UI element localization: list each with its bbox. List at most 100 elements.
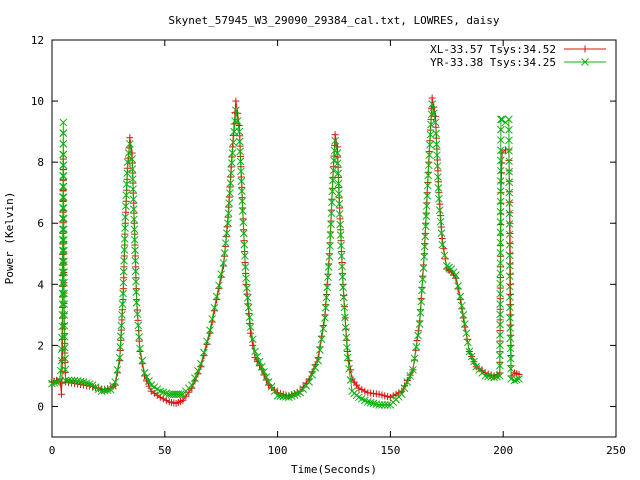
marker-stroke (60, 268, 68, 276)
marker-stroke (145, 377, 153, 385)
marker-stroke (496, 310, 504, 319)
data-point (217, 270, 226, 278)
marker-stroke (123, 158, 132, 167)
marker-stroke (131, 256, 140, 265)
plot-frame (51, 39, 617, 438)
data-point (333, 159, 342, 168)
marker-stroke (459, 310, 468, 319)
data-point (457, 301, 466, 310)
marker-stroke (128, 175, 137, 184)
marker-stroke (120, 245, 129, 254)
marker-stroke (61, 343, 69, 352)
marker-stroke (159, 388, 168, 397)
data-point (505, 240, 514, 249)
marker-stroke (505, 167, 513, 176)
marker-stroke (505, 209, 514, 218)
marker-stroke (421, 222, 430, 231)
data-point (432, 129, 440, 138)
data-point (58, 289, 67, 298)
marker-stroke (244, 303, 253, 312)
marker-stroke (58, 300, 67, 309)
marker-stroke (420, 252, 429, 261)
data-point (434, 173, 442, 181)
data-point (118, 300, 127, 309)
marker-stroke (121, 224, 129, 232)
marker-stroke (58, 214, 67, 223)
marker-stroke (200, 348, 208, 357)
marker-stroke (245, 313, 254, 322)
data-point (416, 308, 425, 317)
data-point (59, 193, 68, 202)
marker-stroke (445, 263, 453, 272)
data-point (323, 283, 332, 292)
data-point (366, 398, 375, 407)
marker-stroke (325, 252, 334, 261)
marker-stroke (339, 293, 348, 302)
legend: XL-33.57 Tsys:34.52 YR-33.38 Tsys:34.25 (430, 43, 606, 69)
marker-stroke (462, 329, 471, 338)
data-point (423, 191, 432, 200)
marker-stroke (496, 331, 504, 339)
marker-stroke (121, 202, 130, 210)
marker-stroke (97, 387, 106, 396)
marker-stroke (505, 240, 514, 249)
data-point (61, 365, 70, 374)
data-point (496, 238, 505, 247)
marker-stroke (425, 151, 434, 159)
marker-stroke (208, 315, 217, 323)
marker-stroke (50, 378, 59, 387)
marker-stroke (197, 359, 205, 368)
marker-stroke (321, 314, 329, 322)
data-point (496, 300, 504, 308)
marker-stroke (328, 198, 336, 207)
data-point (420, 252, 429, 261)
marker-stroke (246, 323, 255, 331)
data-point (176, 390, 185, 399)
marker-stroke (421, 232, 430, 241)
marker-stroke (403, 378, 412, 386)
data-point (490, 373, 499, 382)
marker-stroke (496, 166, 505, 175)
marker-stroke (260, 367, 268, 376)
marker-stroke (60, 300, 68, 309)
data-point (221, 239, 230, 247)
data-point (145, 377, 153, 385)
marker-stroke (319, 324, 328, 333)
marker-stroke (505, 282, 514, 291)
marker-stroke (314, 356, 323, 365)
data-point (237, 167, 245, 176)
data-point (60, 321, 69, 330)
data-point (327, 209, 336, 218)
data-point (505, 178, 514, 186)
legend-marker-point (581, 58, 589, 66)
marker-stroke (59, 150, 68, 159)
data-point (188, 381, 196, 389)
chart-title: Skynet_57945_W3_29090_29384_cal.txt, LOW… (168, 14, 500, 27)
legend-label-yr: YR-33.38 Tsys:34.25 (430, 56, 556, 69)
marker-stroke (147, 381, 156, 389)
marker-stroke (217, 270, 226, 278)
data-point (236, 147, 244, 156)
data-point (317, 335, 326, 344)
marker-stroke (328, 187, 337, 196)
data-point (418, 286, 426, 295)
marker-stroke (427, 120, 435, 129)
marker-stroke (419, 264, 428, 272)
data-point (237, 177, 246, 186)
marker-stroke (58, 333, 66, 342)
marker-stroke (496, 238, 505, 247)
data-point (232, 106, 240, 115)
y-tick-label: 6 (37, 217, 44, 230)
data-point (246, 323, 255, 331)
marker-stroke (496, 248, 505, 257)
marker-stroke (138, 356, 147, 365)
data-point (59, 118, 68, 127)
marker-stroke (324, 273, 332, 282)
marker-stroke (129, 205, 138, 214)
marker-stroke (58, 268, 67, 276)
marker-stroke (79, 378, 88, 386)
data-point (496, 187, 505, 196)
data-point (73, 377, 82, 385)
marker-stroke (497, 136, 505, 144)
marker-stroke (433, 162, 442, 170)
